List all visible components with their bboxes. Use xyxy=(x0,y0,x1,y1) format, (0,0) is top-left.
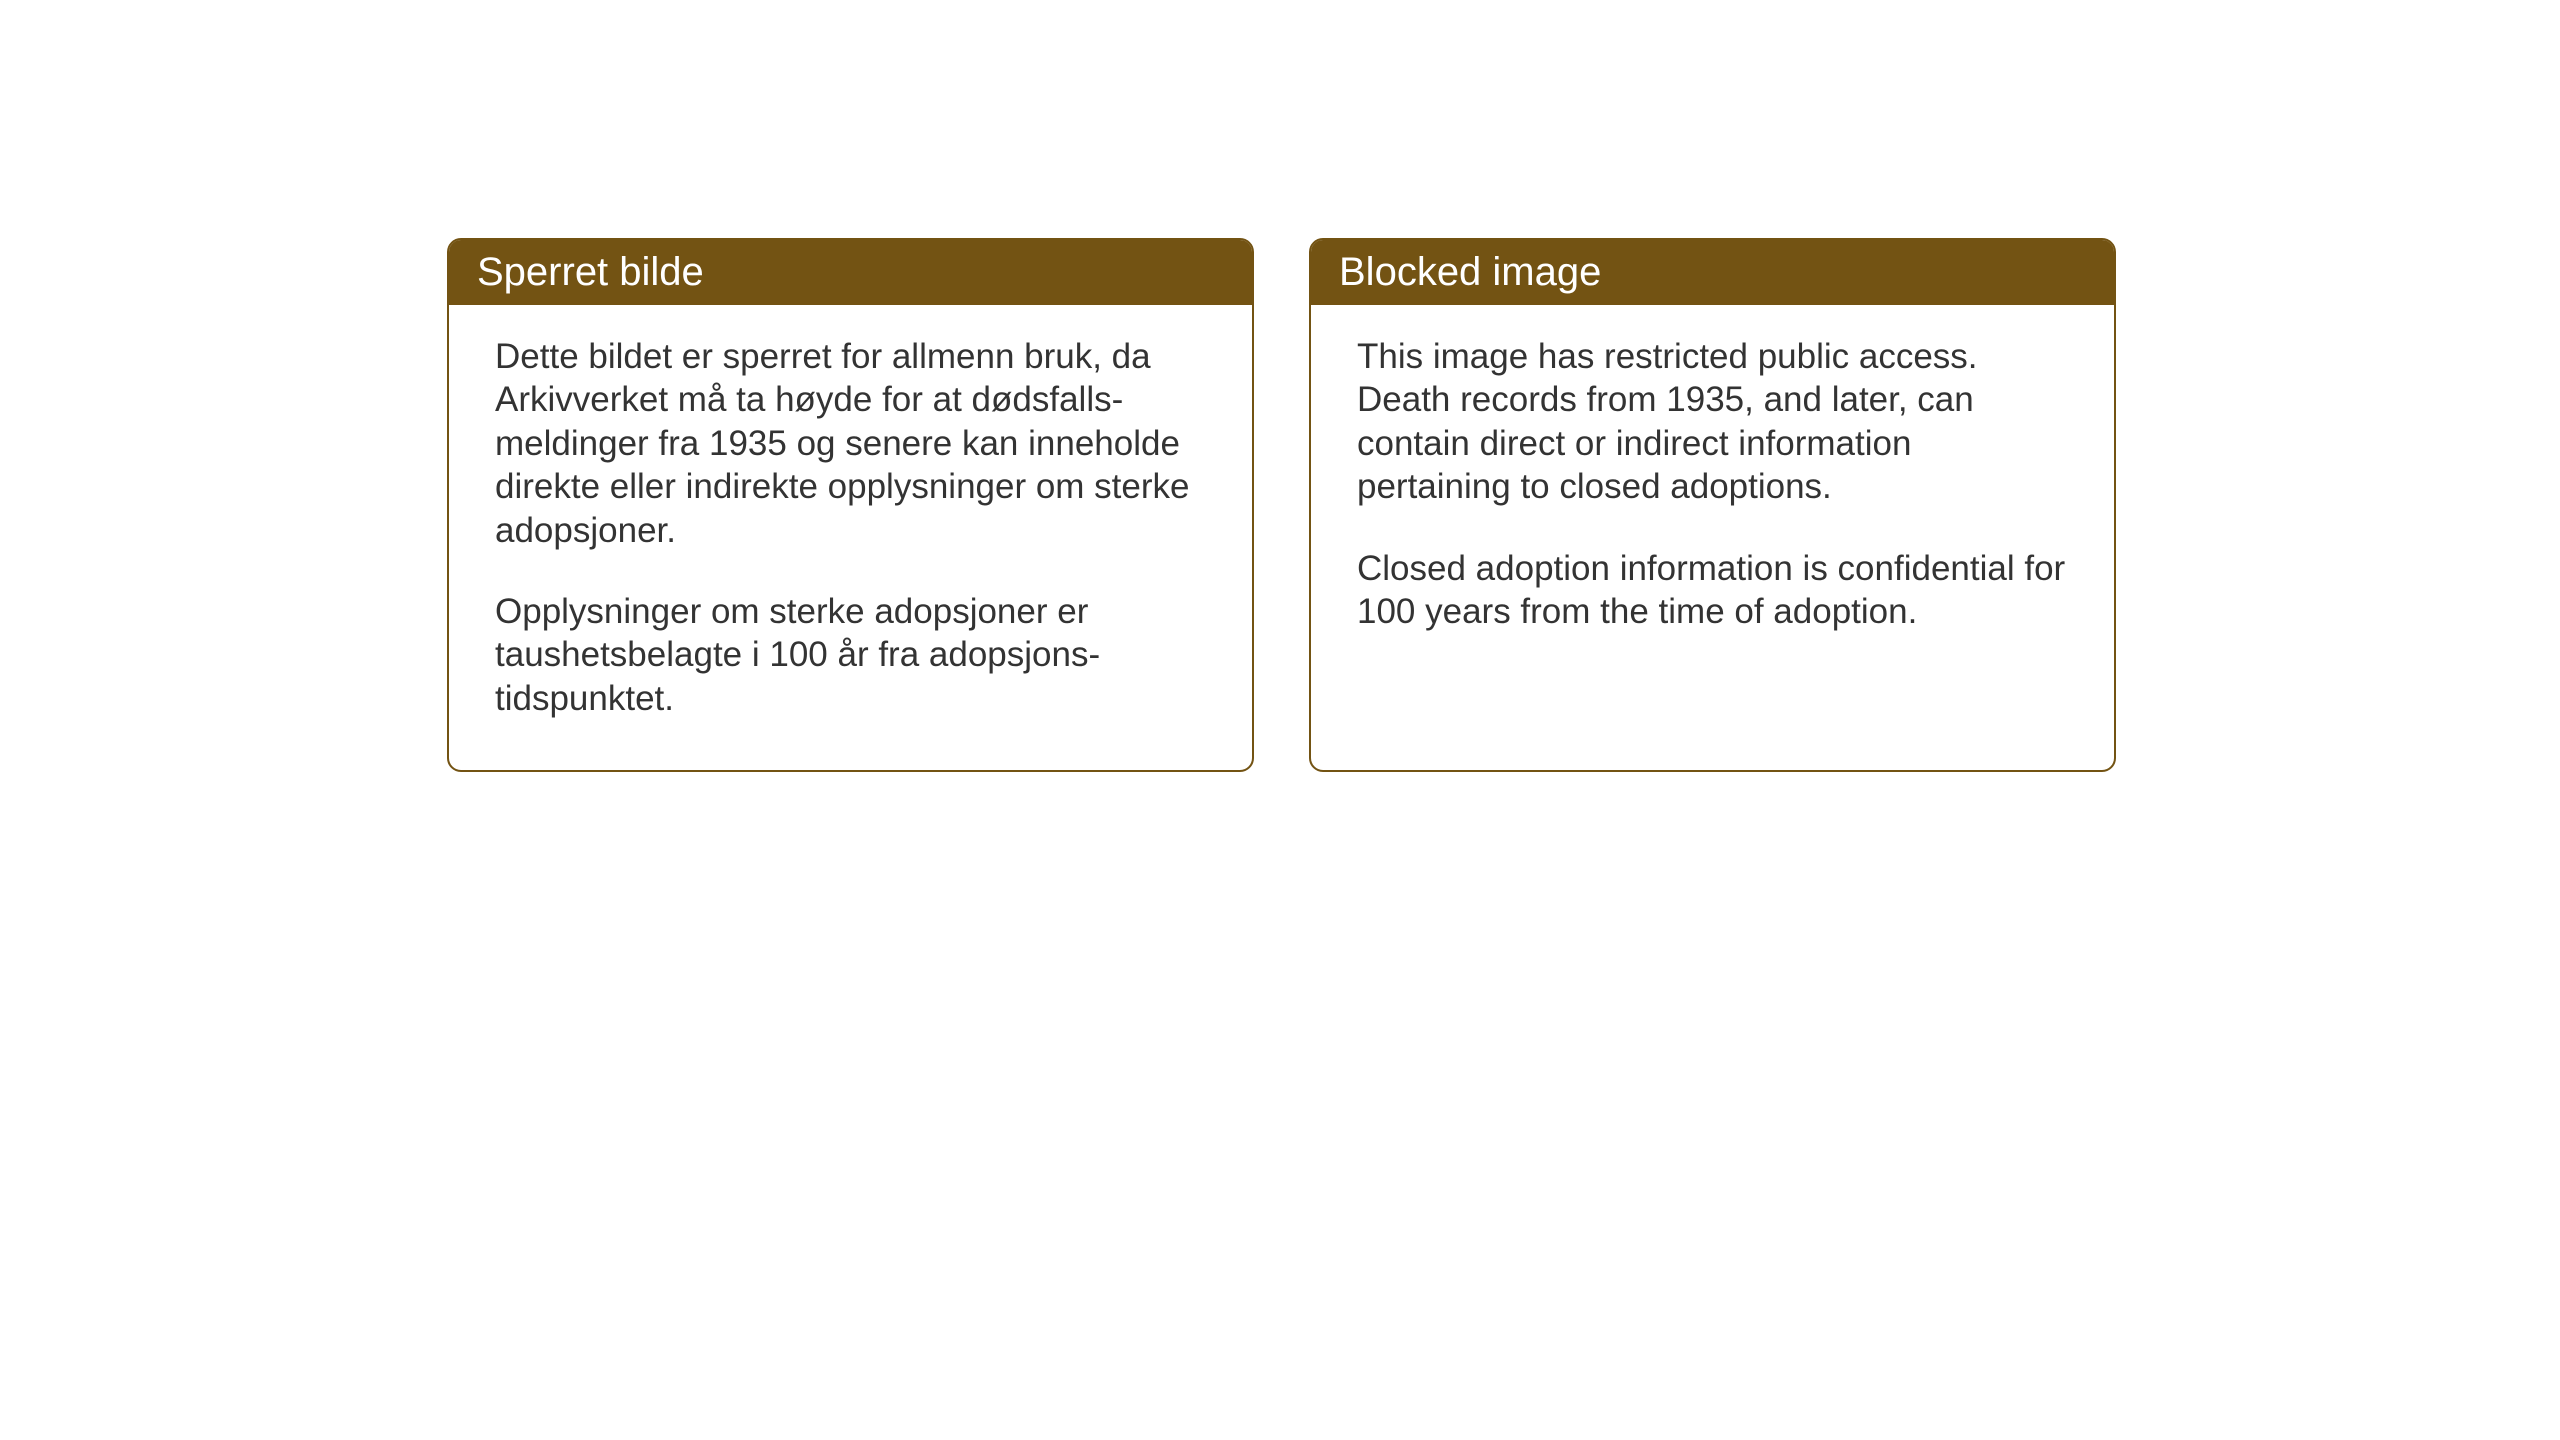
card-header-english: Blocked image xyxy=(1311,240,2114,305)
notice-container: Sperret bilde Dette bildet er sperret fo… xyxy=(447,238,2116,772)
card-title: Blocked image xyxy=(1339,250,1601,294)
card-body-english: This image has restricted public access.… xyxy=(1311,305,2114,683)
card-title: Sperret bilde xyxy=(477,250,704,294)
notice-card-english: Blocked image This image has restricted … xyxy=(1309,238,2116,772)
card-paragraph-1: This image has restricted public access.… xyxy=(1357,335,2068,509)
card-body-norwegian: Dette bildet er sperret for allmenn bruk… xyxy=(449,305,1252,770)
card-header-norwegian: Sperret bilde xyxy=(449,240,1252,305)
notice-card-norwegian: Sperret bilde Dette bildet er sperret fo… xyxy=(447,238,1254,772)
card-paragraph-2: Opplysninger om sterke adopsjoner er tau… xyxy=(495,590,1206,720)
card-paragraph-1: Dette bildet er sperret for allmenn bruk… xyxy=(495,335,1206,552)
card-paragraph-2: Closed adoption information is confident… xyxy=(1357,547,2068,634)
